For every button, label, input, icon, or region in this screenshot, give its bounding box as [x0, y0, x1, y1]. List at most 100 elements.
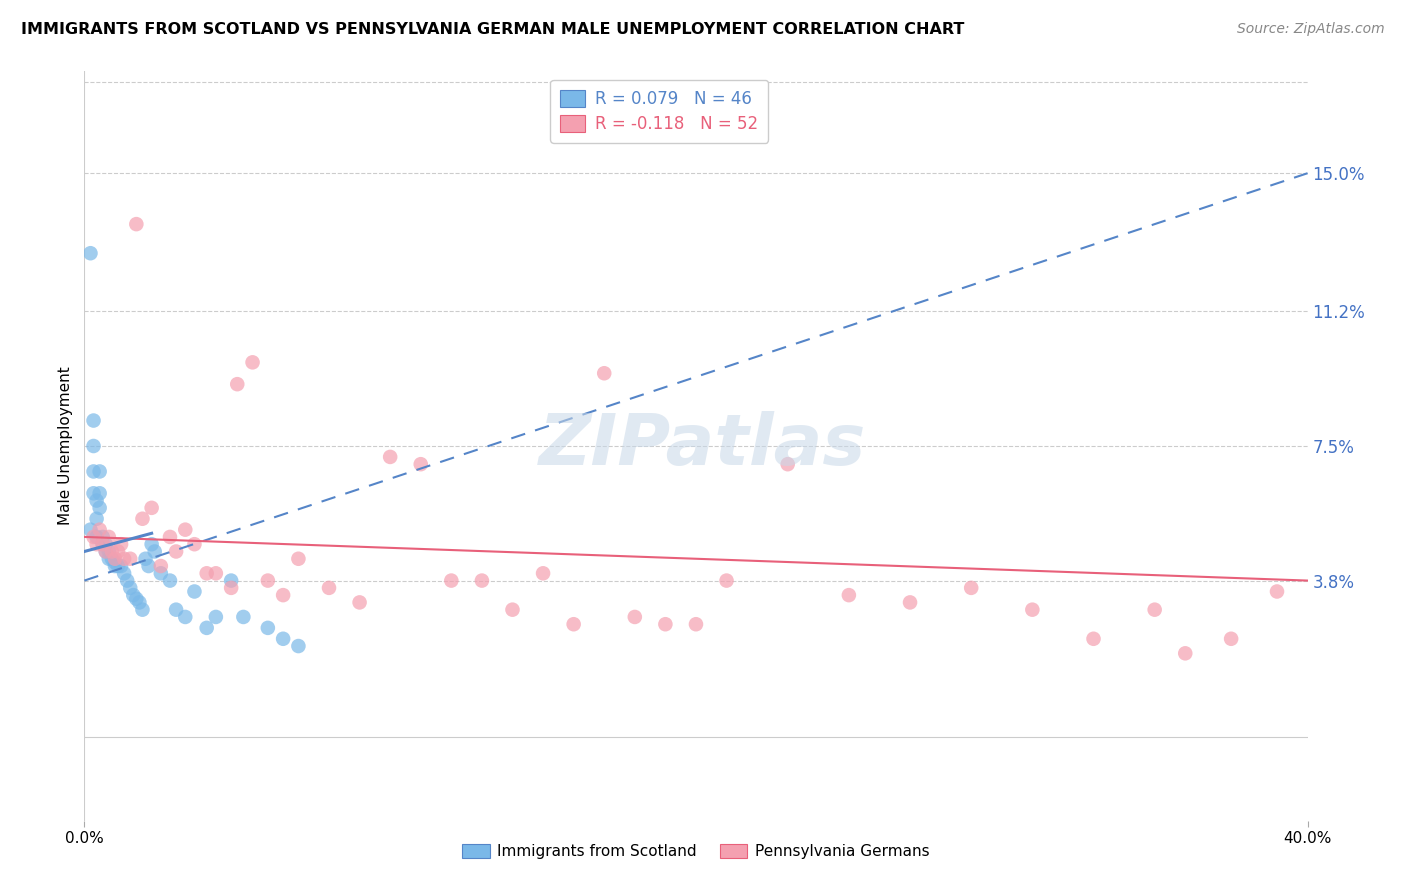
- Point: [226, 377, 249, 392]
- Point: [107, 559, 129, 574]
- Point: [287, 551, 309, 566]
- Point: [440, 574, 463, 588]
- Point: [128, 595, 150, 609]
- Point: [562, 617, 585, 632]
- Point: [174, 610, 197, 624]
- Point: [83, 439, 105, 453]
- Point: [271, 588, 294, 602]
- Point: [104, 551, 127, 566]
- Point: [86, 530, 108, 544]
- Point: [86, 537, 108, 551]
- Point: [86, 512, 108, 526]
- Point: [141, 537, 163, 551]
- Point: [1143, 602, 1166, 616]
- Point: [242, 355, 264, 369]
- Point: [287, 639, 309, 653]
- Point: [685, 617, 707, 632]
- Point: [131, 512, 153, 526]
- Point: [1220, 632, 1243, 646]
- Point: [174, 523, 197, 537]
- Point: [86, 493, 108, 508]
- Point: [138, 559, 160, 574]
- Point: [502, 602, 524, 616]
- Point: [141, 500, 163, 515]
- Point: [159, 530, 181, 544]
- Point: [205, 610, 228, 624]
- Point: [94, 544, 117, 558]
- Point: [471, 574, 494, 588]
- Point: [83, 413, 105, 427]
- Point: [83, 486, 105, 500]
- Point: [91, 537, 114, 551]
- Point: [195, 566, 218, 581]
- Point: [89, 465, 111, 479]
- Point: [94, 544, 117, 558]
- Point: [79, 523, 101, 537]
- Point: [91, 530, 114, 544]
- Point: [380, 450, 402, 464]
- Point: [149, 559, 172, 574]
- Point: [409, 457, 432, 471]
- Point: [110, 537, 132, 551]
- Point: [195, 621, 218, 635]
- Point: [122, 588, 145, 602]
- Point: [89, 500, 111, 515]
- Point: [654, 617, 676, 632]
- Point: [104, 555, 127, 569]
- Point: [79, 246, 101, 260]
- Point: [89, 486, 111, 500]
- Point: [101, 544, 124, 558]
- Point: [97, 551, 120, 566]
- Point: [257, 574, 280, 588]
- Point: [1174, 646, 1197, 660]
- Point: [131, 602, 153, 616]
- Point: [107, 544, 129, 558]
- Point: [125, 217, 148, 231]
- Point: [159, 574, 181, 588]
- Point: [112, 566, 135, 581]
- Point: [97, 544, 120, 558]
- Y-axis label: Male Unemployment: Male Unemployment: [58, 367, 73, 525]
- Point: [318, 581, 340, 595]
- Point: [165, 544, 187, 558]
- Point: [593, 366, 616, 380]
- Point: [219, 574, 242, 588]
- Point: [97, 530, 120, 544]
- Point: [135, 551, 157, 566]
- Point: [716, 574, 738, 588]
- Point: [120, 581, 142, 595]
- Text: Source: ZipAtlas.com: Source: ZipAtlas.com: [1237, 22, 1385, 37]
- Point: [271, 632, 294, 646]
- Point: [83, 530, 105, 544]
- Point: [776, 457, 799, 471]
- Point: [91, 537, 114, 551]
- Point: [165, 602, 187, 616]
- Point: [120, 551, 142, 566]
- Point: [232, 610, 254, 624]
- Point: [149, 566, 172, 581]
- Point: [1083, 632, 1105, 646]
- Point: [219, 581, 242, 595]
- Point: [110, 559, 132, 574]
- Point: [83, 465, 105, 479]
- Point: [349, 595, 371, 609]
- Point: [143, 544, 166, 558]
- Point: [205, 566, 228, 581]
- Text: IMMIGRANTS FROM SCOTLAND VS PENNSYLVANIA GERMAN MALE UNEMPLOYMENT CORRELATION CH: IMMIGRANTS FROM SCOTLAND VS PENNSYLVANIA…: [21, 22, 965, 37]
- Point: [101, 551, 124, 566]
- Point: [89, 523, 111, 537]
- Point: [257, 621, 280, 635]
- Point: [183, 584, 205, 599]
- Point: [1021, 602, 1043, 616]
- Point: [898, 595, 921, 609]
- Point: [125, 591, 148, 606]
- Point: [183, 537, 205, 551]
- Legend: Immigrants from Scotland, Pennsylvania Germans: Immigrants from Scotland, Pennsylvania G…: [456, 838, 936, 865]
- Point: [1265, 584, 1288, 599]
- Text: ZIPatlas: ZIPatlas: [540, 411, 866, 481]
- Point: [115, 574, 138, 588]
- Point: [94, 537, 117, 551]
- Point: [960, 581, 983, 595]
- Point: [838, 588, 860, 602]
- Point: [531, 566, 554, 581]
